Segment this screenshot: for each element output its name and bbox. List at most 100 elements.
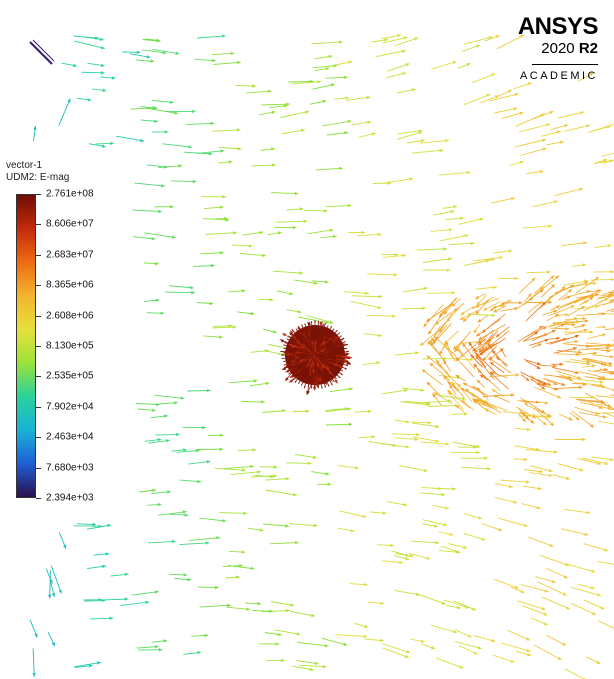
field-vector-head: [275, 642, 280, 646]
field-vector-head: [589, 72, 594, 77]
field-vector: [401, 307, 426, 310]
field-vector: [402, 287, 428, 293]
field-vector-head: [178, 164, 183, 168]
field-vector: [608, 408, 614, 411]
field-vector-head: [295, 541, 299, 545]
field-vector: [473, 635, 496, 642]
field-vector: [500, 479, 530, 483]
field-vector-head: [170, 205, 174, 209]
field-vector-head: [303, 343, 306, 347]
field-vector-head: [586, 360, 591, 364]
field-vector: [488, 93, 519, 102]
field-vector-head: [222, 195, 227, 199]
field-vector: [428, 405, 459, 407]
field-vector: [219, 512, 247, 514]
field-vector-head: [378, 294, 383, 299]
field-vector-head: [416, 432, 420, 437]
field-vector-head: [346, 344, 349, 346]
field-vector: [545, 567, 568, 579]
field-vector-head: [307, 339, 310, 342]
field-vector-head: [541, 302, 546, 306]
field-vector-head: [568, 417, 573, 421]
field-vector-head: [547, 413, 552, 417]
field-vector: [534, 386, 562, 399]
field-vector-head: [564, 124, 569, 128]
field-vector-head: [589, 330, 594, 334]
field-vector-head: [552, 579, 556, 583]
field-vector-head: [208, 152, 213, 156]
field-vector-head: [426, 381, 431, 386]
field-vector: [120, 601, 150, 606]
field-vector-head: [443, 376, 448, 380]
field-vector-head: [565, 327, 570, 331]
field-vector: [558, 111, 585, 119]
field-vector-head: [248, 244, 253, 248]
field-vector-head: [446, 318, 451, 322]
field-vector-head: [393, 273, 398, 277]
field-vector: [276, 220, 308, 223]
field-vector-head: [347, 203, 352, 208]
field-vector: [496, 34, 525, 50]
field-vector-head: [285, 353, 290, 357]
field-vector-head: [205, 541, 210, 545]
field-vector: [523, 399, 546, 414]
field-vector-head: [154, 590, 159, 594]
field-vector-head: [606, 125, 611, 129]
field-vector-head: [329, 320, 334, 324]
field-vector-head: [556, 305, 560, 309]
field-vector-head: [175, 51, 180, 55]
field-vector-head: [347, 350, 349, 353]
field-vector: [203, 218, 230, 221]
field-vector: [591, 456, 614, 461]
field-vector-head: [432, 393, 436, 398]
field-vector: [90, 617, 114, 620]
field-vector: [593, 383, 614, 391]
field-vector-head: [295, 328, 297, 330]
field-vector: [115, 135, 145, 142]
field-vector-head: [499, 303, 504, 307]
field-vector-head: [301, 128, 305, 133]
field-vector: [470, 297, 500, 309]
field-vector: [516, 600, 546, 611]
field-vector-head: [282, 333, 287, 337]
field-vector-head: [174, 401, 178, 405]
field-vector-head: [277, 231, 282, 235]
field-vector: [518, 277, 536, 294]
field-vector-head: [140, 138, 144, 143]
field-vector-head: [324, 323, 326, 325]
field-vector-head: [362, 514, 367, 518]
field-vector: [158, 511, 187, 516]
field-vector-head: [216, 536, 221, 540]
field-vector-head: [469, 357, 474, 362]
field-vector-head: [303, 330, 307, 335]
field-vector-head: [322, 99, 327, 104]
field-vector-head: [192, 179, 197, 184]
field-vector-head: [405, 63, 410, 67]
field-vector-head: [316, 338, 319, 341]
field-vector-head: [488, 36, 493, 40]
field-vector-head: [543, 622, 548, 626]
field-vector-head: [513, 107, 517, 111]
field-vector-head: [453, 205, 458, 209]
field-vector: [591, 354, 614, 358]
field-vector-head: [547, 270, 551, 274]
field-vector-head: [454, 348, 458, 352]
field-vector-head: [461, 400, 466, 404]
field-vector-head: [150, 59, 155, 63]
scale-tick-mark: [36, 467, 41, 469]
field-vector-head: [561, 286, 566, 290]
field-vector-head: [439, 313, 443, 317]
field-vector-head: [529, 297, 534, 301]
field-vector-head: [371, 132, 376, 136]
field-vector: [155, 433, 180, 436]
field-vector-head: [591, 569, 596, 573]
field-vector-head: [310, 327, 313, 330]
field-vector-head: [459, 665, 464, 669]
field-vector: [335, 634, 368, 637]
field-vector-head: [330, 366, 333, 369]
field-vector-head: [88, 664, 93, 668]
field-vector-head: [190, 285, 194, 290]
field-vector: [539, 554, 570, 567]
field-vector-head: [155, 261, 159, 266]
field-vector-head: [607, 406, 612, 410]
